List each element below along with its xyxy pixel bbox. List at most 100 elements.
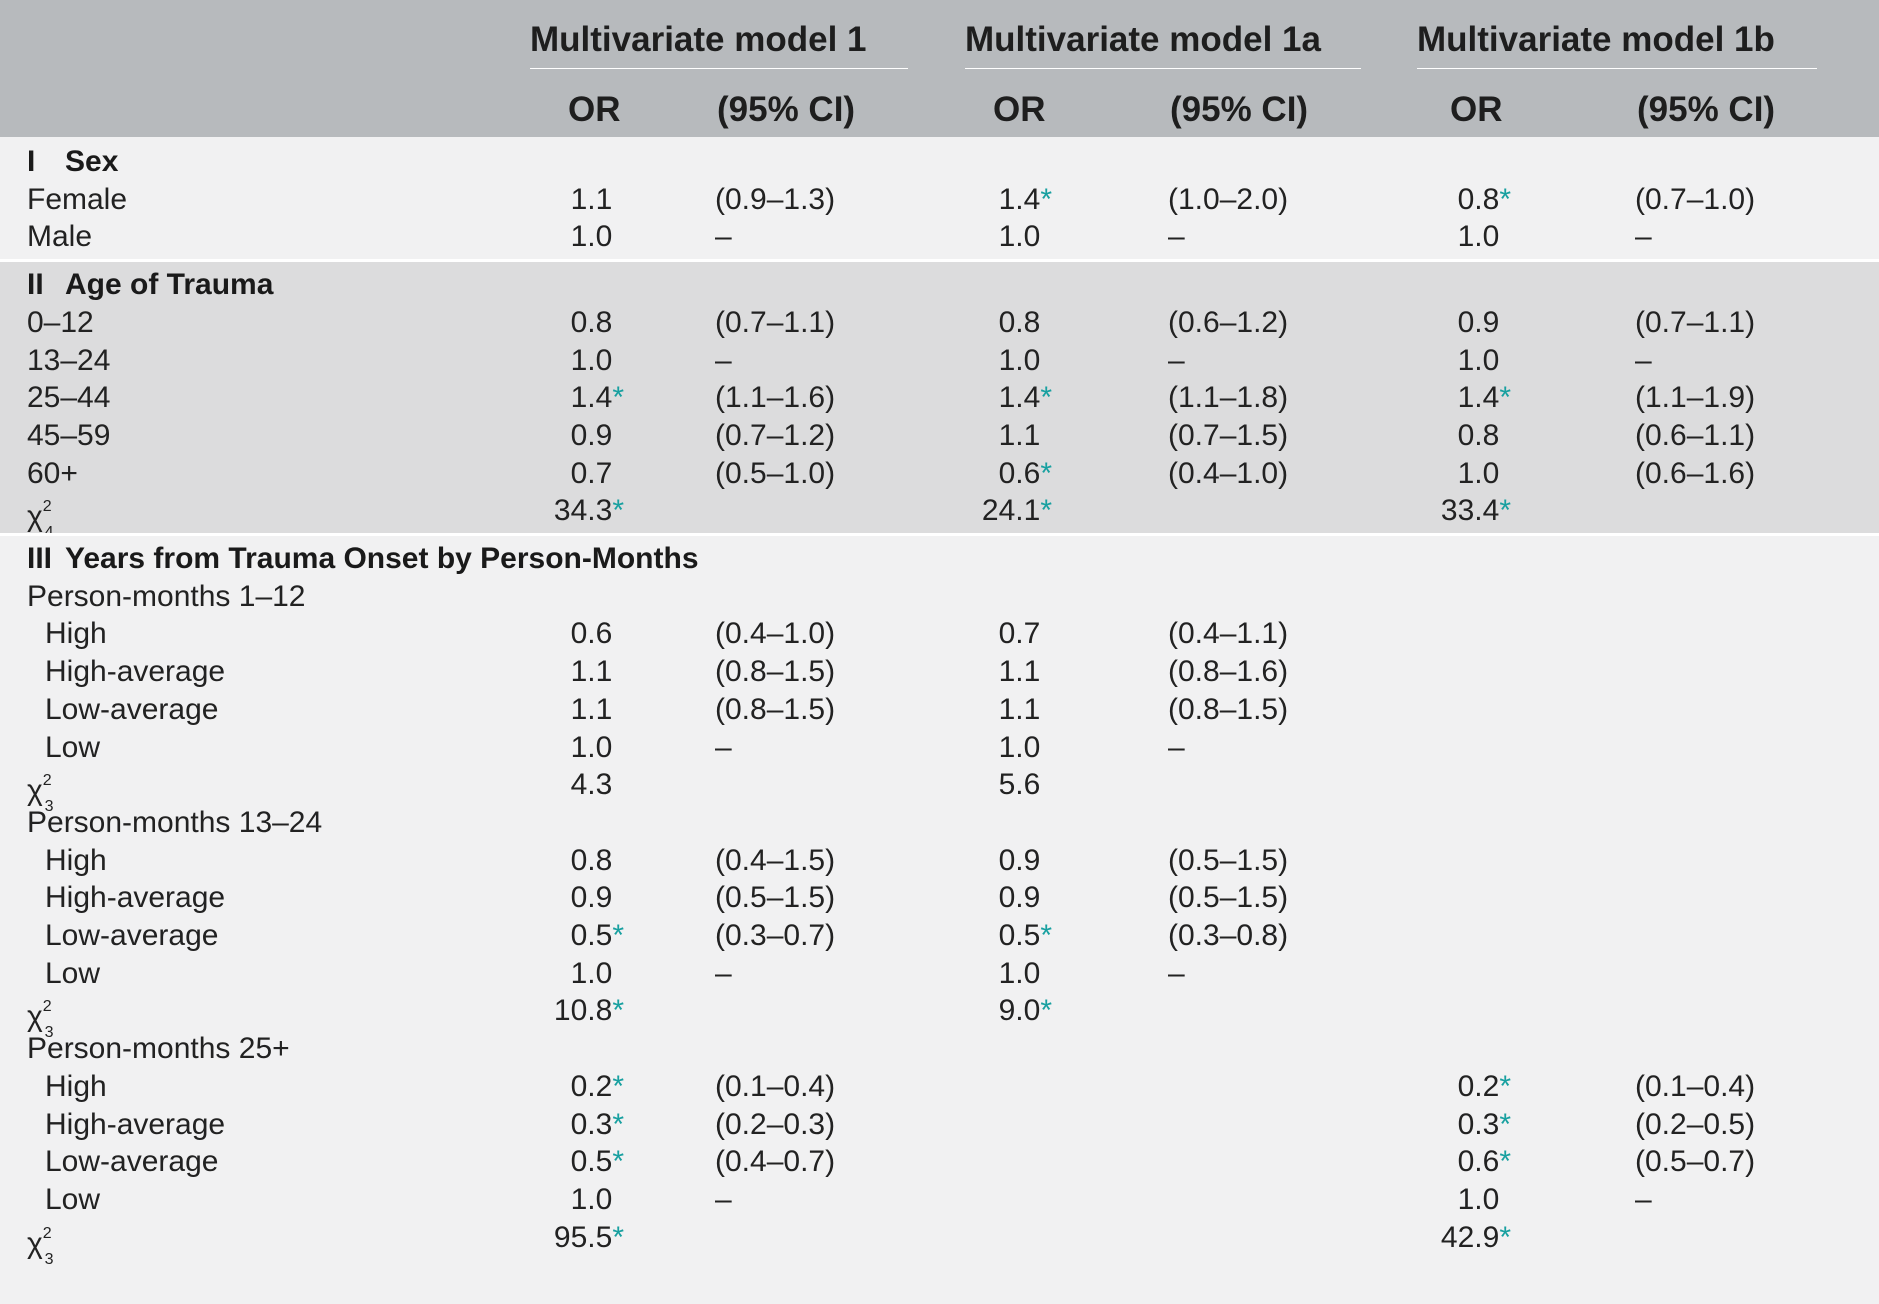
ci-value-model-3: (0.6–1.1) bbox=[1635, 418, 1756, 452]
or-value-model-3: 0.9* bbox=[1458, 304, 1511, 342]
or-value-model-2: 5.6* bbox=[999, 766, 1052, 804]
or-value-model-3: 0.6* bbox=[1458, 1143, 1511, 1181]
row-label: High bbox=[45, 1069, 107, 1103]
or-number: 1.0 bbox=[1457, 456, 1500, 490]
model-1a-title: Multivariate model 1a bbox=[965, 20, 1321, 59]
significance-marker: * bbox=[1040, 919, 1052, 952]
chi-superscript: 2 bbox=[42, 1224, 52, 1242]
section-title-text: Age of Trauma bbox=[65, 268, 274, 302]
row-label: 45–59 bbox=[27, 418, 111, 452]
significance-marker: * bbox=[612, 919, 624, 952]
or-value-model-1: 0.8* bbox=[571, 304, 624, 342]
or-value-model-3: 0.3* bbox=[1458, 1106, 1511, 1144]
or-value-model-1: 1.0* bbox=[571, 1181, 624, 1219]
ci-header-3: (95% CI) bbox=[1637, 90, 1776, 129]
or-number: 33.4 bbox=[1440, 494, 1500, 528]
chi-square-label: χ2 4 bbox=[27, 492, 54, 548]
or-value-model-2: 1.0* bbox=[999, 218, 1052, 256]
row-label: Low-average bbox=[45, 692, 219, 726]
ci-value-model-2: (0.8–1.6) bbox=[1168, 655, 1289, 689]
chi-superscript: 2 bbox=[42, 772, 52, 790]
or-value-model-3: 1.0* bbox=[1458, 218, 1511, 256]
or-number: 1.0 bbox=[1457, 220, 1500, 254]
ci-value-model-1: (0.8–1.5) bbox=[715, 655, 836, 689]
row-label: High-average bbox=[45, 1107, 226, 1141]
section-title: III Years from Trauma Onset by Person-Mon… bbox=[27, 540, 699, 578]
or-header-2: OR bbox=[993, 90, 1046, 129]
or-number: 1.1 bbox=[998, 418, 1041, 452]
or-number: 0.6 bbox=[998, 456, 1041, 490]
or-value-model-1: 0.2* bbox=[571, 1068, 624, 1106]
significance-marker: * bbox=[1499, 1107, 1511, 1141]
ci-value-model-1: – bbox=[715, 956, 732, 990]
or-number: 1.1 bbox=[570, 692, 613, 726]
chi-superscript: 2 bbox=[42, 998, 52, 1016]
ci-value-model-1: (0.4–0.7) bbox=[715, 1145, 836, 1179]
or-number: 0.8 bbox=[1457, 418, 1500, 452]
or-number: 0.5 bbox=[570, 1145, 613, 1179]
or-value-model-2: 1.0* bbox=[999, 342, 1052, 380]
ci-value-model-3: (0.1–0.4) bbox=[1635, 1069, 1756, 1103]
chi-superscript: 2 bbox=[42, 498, 52, 516]
or-value-model-1: 1.0* bbox=[571, 342, 624, 380]
significance-marker: * bbox=[612, 994, 624, 1028]
row-label: Female bbox=[27, 182, 128, 216]
significance-marker: * bbox=[612, 381, 624, 415]
or-number: 1.0 bbox=[570, 220, 613, 254]
or-number: 24.1 bbox=[981, 494, 1041, 528]
ci-value-model-3: (0.7–1.1) bbox=[1635, 305, 1756, 339]
ci-value-model-3: (1.1–1.9) bbox=[1635, 381, 1756, 415]
ci-value-model-1: (0.4–1.5) bbox=[715, 843, 836, 877]
significance-marker: * bbox=[1040, 994, 1052, 1028]
ci-value-model-1: (1.1–1.6) bbox=[715, 381, 836, 415]
ci-value-model-2: (0.7–1.5) bbox=[1168, 418, 1289, 452]
ci-value-model-2: – bbox=[1168, 956, 1185, 990]
or-number: 0.9 bbox=[1457, 305, 1500, 339]
or-number: 0.9 bbox=[570, 881, 613, 915]
model-1b-rule bbox=[1417, 68, 1817, 69]
or-number: 0.5 bbox=[570, 919, 613, 952]
ci-value-model-1: – bbox=[715, 1182, 732, 1216]
or-header-3: OR bbox=[1450, 90, 1503, 129]
or-number: 0.3 bbox=[570, 1107, 613, 1141]
or-value-model-2: 0.6* bbox=[999, 455, 1052, 493]
or-number: 5.6 bbox=[998, 768, 1041, 802]
or-number: 10.8 bbox=[553, 994, 613, 1028]
section-numeral: I bbox=[27, 145, 36, 178]
or-value-model-3: 0.2* bbox=[1458, 1068, 1511, 1106]
significance-marker: * bbox=[1040, 456, 1052, 490]
row-label: Low bbox=[45, 730, 101, 764]
or-number: 1.0 bbox=[570, 730, 613, 764]
section-divider bbox=[0, 533, 1879, 536]
significance-marker: * bbox=[1499, 494, 1511, 528]
or-number: 0.6 bbox=[570, 617, 613, 651]
significance-marker: * bbox=[612, 1145, 624, 1179]
ci-value-model-3: – bbox=[1635, 343, 1652, 377]
or-value-model-2: 0.5* bbox=[999, 917, 1052, 955]
or-number: 0.7 bbox=[570, 456, 613, 490]
or-value-model-1: 1.1* bbox=[571, 653, 624, 691]
row-label: High bbox=[45, 617, 107, 651]
chi-symbol: χ bbox=[27, 500, 43, 534]
ci-value-model-1: (0.9–1.3) bbox=[715, 182, 836, 216]
or-number: 1.4 bbox=[570, 381, 613, 415]
or-number: 0.8 bbox=[1457, 182, 1500, 216]
or-number: 42.9 bbox=[1440, 1220, 1500, 1254]
model-1-rule bbox=[530, 68, 908, 69]
ci-value-model-3: (0.2–0.5) bbox=[1635, 1107, 1756, 1141]
or-number: 1.0 bbox=[998, 730, 1041, 764]
or-value-model-3: 33.4* bbox=[1441, 492, 1511, 530]
or-value-model-2: 1.1* bbox=[999, 417, 1052, 455]
significance-marker: * bbox=[1040, 381, 1052, 415]
or-value-model-3: 1.0* bbox=[1458, 1181, 1511, 1219]
or-value-model-1: 0.3* bbox=[571, 1106, 624, 1144]
significance-marker: * bbox=[1499, 182, 1511, 216]
ci-value-model-1: – bbox=[715, 220, 732, 254]
ci-value-model-2: (0.5–1.5) bbox=[1168, 881, 1289, 915]
chi-symbol: χ bbox=[27, 774, 43, 808]
or-number: 0.5 bbox=[998, 919, 1041, 952]
or-number: 0.8 bbox=[998, 305, 1041, 339]
ci-value-model-1: – bbox=[715, 730, 732, 764]
or-number: 0.6 bbox=[1457, 1145, 1500, 1179]
